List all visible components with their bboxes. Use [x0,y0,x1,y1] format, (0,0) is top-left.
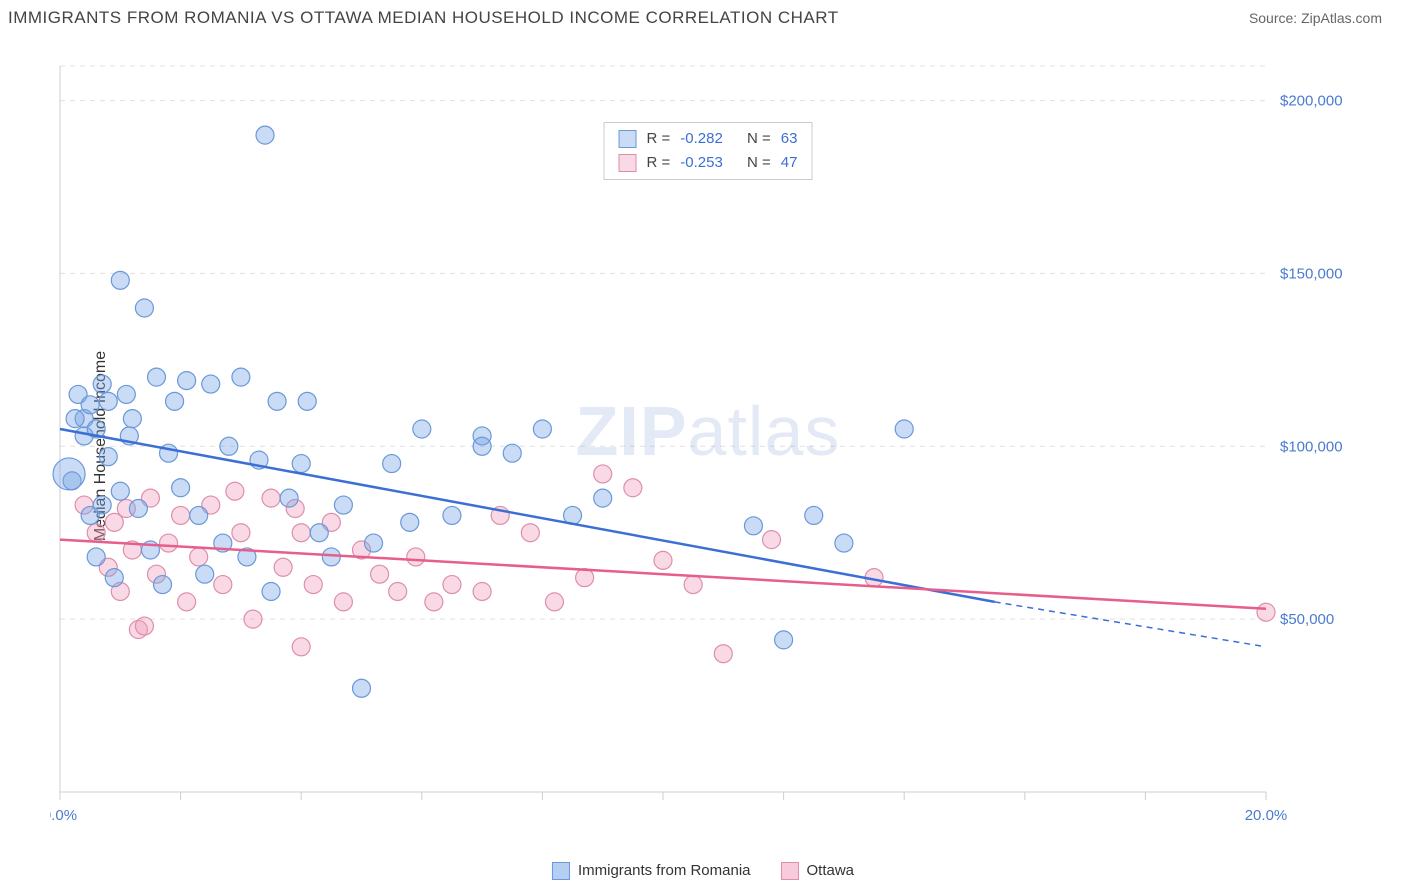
r-label: R = [647,151,671,175]
svg-text:$100,000: $100,000 [1280,438,1343,455]
correlation-legend: R = -0.282 N = 63 R = -0.253 N = 47 [604,122,813,180]
legend-label: Immigrants from Romania [578,862,751,879]
svg-text:0.0%: 0.0% [50,807,77,824]
n-label: N = [747,151,771,175]
r-value: -0.253 [680,151,723,175]
svg-text:$50,000: $50,000 [1280,611,1334,628]
n-value: 47 [781,151,798,175]
legend-label: Ottawa [807,862,855,879]
r-value: -0.282 [680,127,723,151]
svg-text:$150,000: $150,000 [1280,265,1343,282]
plot-area: $50,000 $100,000 $150,000 $200,000 0.0% 20.0%… [50,60,1366,832]
source-label: Source: ZipAtlas.com [1249,10,1382,26]
legend-item: Immigrants from Romania [552,862,751,880]
svg-text:20.0%: 20.0% [1245,807,1288,824]
swatch-icon [619,154,637,172]
legend-row-romania: R = -0.282 N = 63 [619,127,798,151]
n-label: N = [747,127,771,151]
chart-title: IMMIGRANTS FROM ROMANIA VS OTTAWA MEDIAN… [8,8,839,28]
series-legend: Immigrants from Romania Ottawa [552,862,854,880]
n-value: 63 [781,127,798,151]
swatch-icon [619,130,637,148]
legend-item: Ottawa [781,862,855,880]
svg-text:$200,000: $200,000 [1280,93,1343,110]
r-label: R = [647,127,671,151]
swatch-icon [781,862,799,880]
legend-row-ottawa: R = -0.253 N = 47 [619,151,798,175]
swatch-icon [552,862,570,880]
